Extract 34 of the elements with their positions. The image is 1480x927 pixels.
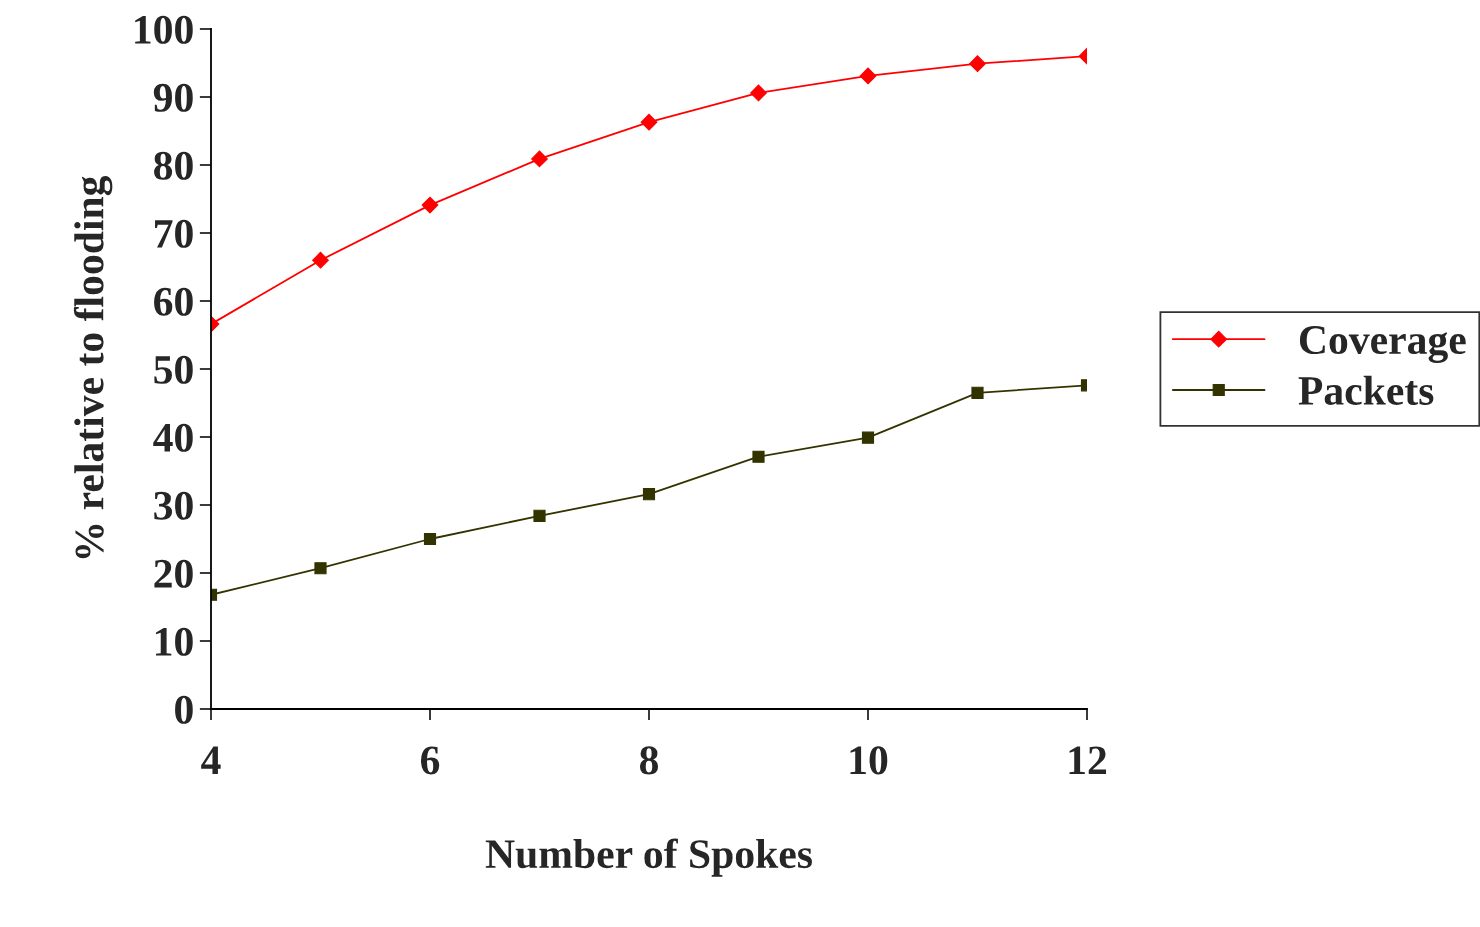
y-tick-label: 80 xyxy=(154,151,193,180)
point xyxy=(640,113,658,131)
point xyxy=(312,251,329,269)
point xyxy=(531,150,548,168)
x-tick-label: 6 xyxy=(421,746,440,775)
y-tick-label: 0 xyxy=(175,695,193,724)
y-axis-title: % relative to flooding xyxy=(73,175,113,559)
y-tick-label: 10 xyxy=(156,627,193,656)
point xyxy=(971,386,984,399)
point xyxy=(861,431,875,444)
point xyxy=(314,562,327,575)
legend-label: Coverage xyxy=(1299,326,1466,363)
point xyxy=(533,509,546,522)
y-tick-label: 20 xyxy=(154,559,193,588)
point xyxy=(642,488,656,501)
point xyxy=(752,450,765,463)
x-tick-label: 12 xyxy=(1069,746,1107,775)
point xyxy=(421,196,439,214)
y-tick-label: 30 xyxy=(154,491,193,520)
y-tick-label: 50 xyxy=(154,355,193,384)
x-tick-label: 4 xyxy=(201,746,221,775)
y-tick-label: 90 xyxy=(153,83,193,112)
x-axis-title: Number of Spokes xyxy=(485,838,812,877)
point xyxy=(423,532,437,546)
x-tick-label: 8 xyxy=(639,746,659,775)
point xyxy=(859,67,877,85)
legend-label: Packets xyxy=(1298,375,1434,405)
y-tick-label: 100 xyxy=(135,15,193,44)
point xyxy=(750,84,767,102)
x-tick-label: 10 xyxy=(850,746,888,775)
y-tick-label: 70 xyxy=(155,219,193,248)
y-tick-label: 60 xyxy=(154,287,193,316)
y-tick-label: 40 xyxy=(153,423,193,452)
point xyxy=(969,55,986,73)
